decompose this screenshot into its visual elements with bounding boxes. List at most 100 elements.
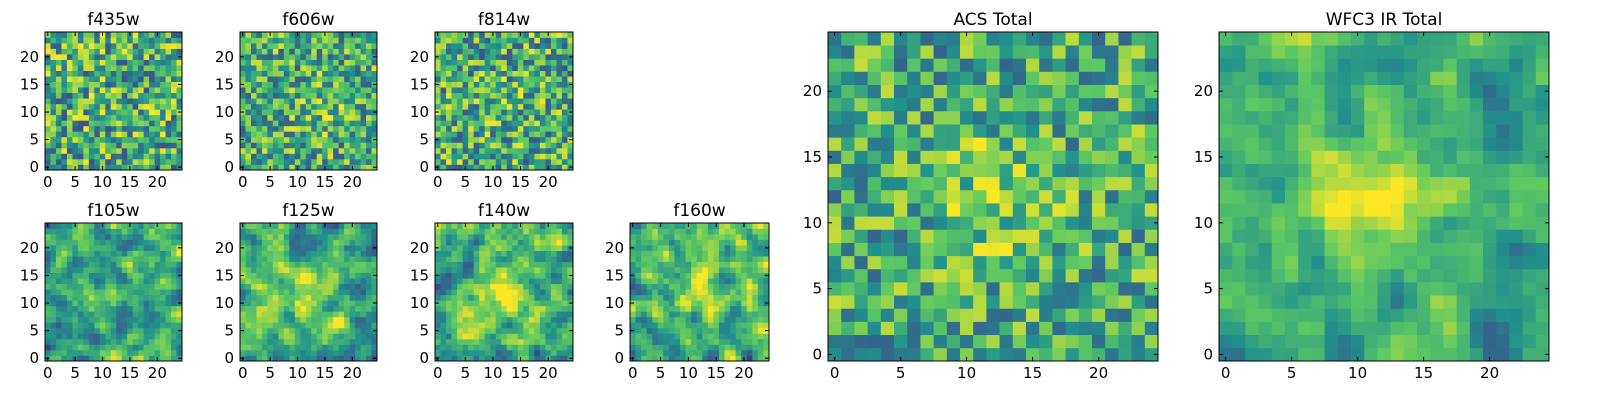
- heatmap-cell: [300, 300, 307, 307]
- heatmap-cell: [289, 142, 296, 149]
- heatmap-cell: [322, 311, 329, 318]
- heatmap-cell: [550, 316, 557, 323]
- heatmap-cell: [261, 327, 268, 334]
- heatmap-cell: [149, 311, 155, 318]
- heatmap-cell: [171, 65, 177, 71]
- heatmap-cell: [1131, 163, 1146, 178]
- heatmap-cell: [657, 294, 664, 301]
- heatmap-cell: [757, 311, 764, 318]
- heatmap-cell: [674, 245, 681, 251]
- x-tick-label: 10: [93, 173, 112, 191]
- heatmap-cell: [250, 109, 257, 116]
- heatmap-cell: [327, 283, 334, 290]
- heatmap-cell: [495, 158, 502, 165]
- heatmap-cell: [272, 114, 279, 121]
- heatmap-cell: [457, 239, 463, 246]
- heatmap-cell: [828, 163, 842, 178]
- heatmap-cell: [702, 228, 709, 235]
- heatmap-cell: [132, 98, 139, 105]
- heatmap-cell: [462, 311, 469, 318]
- heatmap-cell: [652, 256, 659, 262]
- heatmap-cell: [635, 338, 642, 345]
- heatmap-cell: [646, 316, 653, 323]
- heatmap-cell: [355, 65, 361, 71]
- heatmap-cell: [132, 338, 139, 345]
- heatmap-cell: [479, 272, 486, 279]
- heatmap-cell: [1012, 203, 1027, 217]
- heatmap-cell: [278, 355, 285, 362]
- heatmap-cell: [355, 37, 361, 44]
- heatmap-cell: [261, 228, 268, 235]
- x-tick-label: 0: [43, 364, 53, 382]
- heatmap-cell: [484, 272, 491, 279]
- heatmap-cell: [311, 333, 318, 340]
- heatmap-cell: [674, 278, 681, 285]
- heatmap-cell: [484, 147, 491, 154]
- heatmap-cell: [311, 70, 318, 77]
- heatmap-cell: [300, 245, 307, 251]
- heatmap-cell: [366, 344, 372, 351]
- heatmap-cell: [50, 272, 57, 279]
- heatmap-cell: [696, 223, 703, 229]
- heatmap-cell: [83, 76, 90, 83]
- heatmap-cell: [349, 87, 356, 94]
- heatmap-cell: [1026, 189, 1040, 204]
- heatmap-cell: [250, 136, 257, 143]
- heatmap-cell: [272, 300, 279, 307]
- heatmap-cell: [446, 43, 452, 49]
- heatmap-cell: [316, 81, 323, 88]
- heatmap-cell: [451, 316, 458, 323]
- heatmap-cell: [567, 289, 574, 296]
- heatmap-cell: [66, 65, 73, 71]
- heatmap-cell: [121, 349, 128, 356]
- heatmap-cell: [440, 256, 447, 262]
- heatmap-cell: [311, 355, 318, 362]
- heatmap-cell: [534, 338, 541, 345]
- heatmap-cell: [121, 316, 128, 323]
- heatmap-cell: [272, 349, 279, 356]
- heatmap-cell: [371, 311, 378, 318]
- heatmap-cell: [171, 228, 177, 235]
- heatmap-cell: [457, 305, 463, 312]
- heatmap-cell: [680, 322, 686, 329]
- heatmap-cell: [50, 136, 57, 143]
- heatmap-cell: [338, 98, 345, 105]
- heatmap-cell: [250, 256, 257, 262]
- heatmap-cell: [484, 223, 491, 229]
- heatmap-cell: [867, 282, 882, 296]
- panel-title: f435w: [87, 10, 139, 30]
- heatmap-cell: [534, 37, 541, 44]
- heatmap-cell: [256, 136, 263, 143]
- heatmap-cell: [83, 289, 90, 296]
- heatmap-cell: [171, 147, 177, 154]
- heatmap-cell: [696, 349, 703, 356]
- heatmap-cell: [99, 142, 106, 149]
- heatmap-cell: [256, 32, 263, 38]
- heatmap-cell: [545, 43, 552, 49]
- heatmap-cell: [45, 37, 51, 44]
- heatmap-cell: [94, 98, 101, 105]
- heatmap-cell: [171, 125, 177, 132]
- heatmap-cell: [338, 136, 345, 143]
- heatmap-cell: [528, 272, 535, 279]
- heatmap-cell: [652, 344, 659, 351]
- heatmap-cell: [322, 142, 329, 149]
- heatmap-cell: [1092, 308, 1106, 322]
- heatmap-cell: [83, 59, 90, 66]
- heatmap-cell: [245, 355, 252, 362]
- heatmap-cell: [484, 234, 491, 240]
- heatmap-cell: [545, 234, 552, 240]
- heatmap-cell: [240, 153, 246, 160]
- heatmap-cell: [1026, 163, 1040, 178]
- heatmap-cell: [267, 289, 274, 296]
- heatmap-cell: [322, 120, 329, 127]
- heatmap-cell: [66, 70, 73, 77]
- heatmap-cell: [501, 109, 508, 116]
- heatmap-cell: [490, 92, 497, 99]
- heatmap-cell: [294, 327, 301, 334]
- heatmap-cell: [267, 316, 274, 323]
- heatmap-cell: [55, 131, 62, 138]
- heatmap-cell: [446, 109, 452, 116]
- heatmap-cell: [707, 311, 714, 318]
- heatmap-cell: [517, 87, 524, 94]
